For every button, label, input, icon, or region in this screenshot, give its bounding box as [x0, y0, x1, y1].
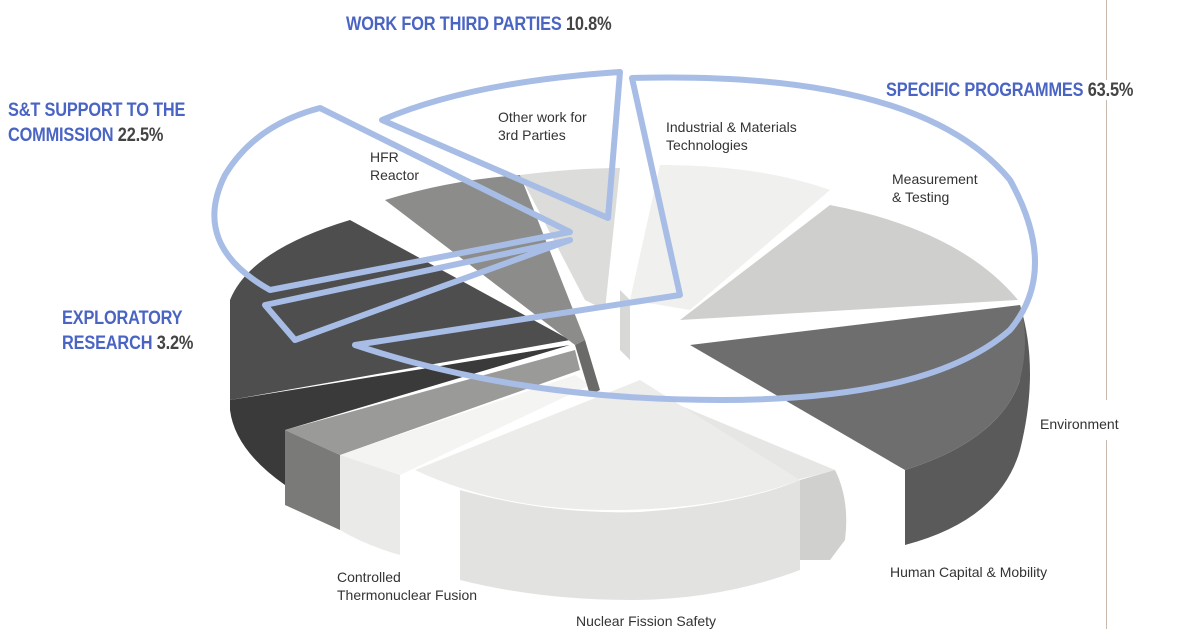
slice-exploratory-research-top [285, 350, 580, 455]
group-percent-specific-programmes: 63.5% [1087, 80, 1134, 101]
group-outlines [211, 69, 1038, 403]
slice-human-capital-side [790, 470, 847, 560]
slice-label-human-capital: Human Capital & Mobility [890, 563, 1047, 581]
slice-exploratory-research-side [285, 430, 340, 530]
slice-label-industrial-materials: Industrial & Materials Technologies [666, 118, 797, 154]
slice-label-measurement-line1: Measurement [892, 171, 978, 187]
group-label-st-support: S&T SUPPORT TO THE COMMISSION 22.5% [8, 98, 185, 148]
slice-nuclear-fission-side [460, 480, 800, 600]
slice-label-other-line1: Other work for [498, 109, 587, 125]
slice-st-support-top [230, 220, 570, 400]
group-name-exploratory-line2: RESEARCH [62, 333, 153, 354]
slice-nuclear-fission [415, 380, 800, 600]
right-rule-bottom [1106, 440, 1107, 629]
slice-label-hfr-line1: HFR [370, 149, 399, 165]
right-rule-middle [1106, 100, 1107, 400]
right-rule-top [1106, 0, 1107, 80]
slice-nuclear-fission-top [415, 380, 800, 510]
slice-measurement-testing [680, 205, 1018, 320]
group-percent-exploratory: 3.2% [156, 333, 194, 354]
group-name-st-support-line1: S&T SUPPORT TO THE [8, 100, 186, 121]
group-label-specific-programmes: SPECIFIC PROGRAMMES 63.5% [886, 78, 1133, 103]
group-name-st-support-line2: COMMISSION [8, 125, 114, 146]
slice-label-industrial-line2: Technologies [666, 137, 748, 153]
slice-label-measurement-testing: Measurement & Testing [892, 170, 978, 206]
slice-label-industrial-line1: Industrial & Materials [666, 119, 797, 135]
group-name-specific-programmes: SPECIFIC PROGRAMMES [886, 80, 1084, 101]
slice-label-other-line2: 3rd Parties [498, 127, 566, 143]
slice-label-fusion-line1: Controlled [337, 569, 401, 585]
slice-label-hfr-reactor: HFR Reactor [370, 148, 419, 184]
slice-thermonuclear-fusion-side [340, 455, 400, 555]
slice-label-nuclear-fission: Nuclear Fission Safety [576, 612, 716, 630]
group-label-exploratory-research: EXPLORATORY RESEARCH 3.2% [62, 306, 193, 356]
group-label-work-third-parties: WORK FOR THIRD PARTIES 10.8% [346, 12, 612, 37]
slice-thermonuclear-fusion-top [340, 375, 590, 475]
slice-label-human-capital-text: Human Capital & Mobility [890, 564, 1048, 580]
slice-industrial-materials [620, 165, 830, 360]
group-percent-st-support: 22.5% [117, 125, 164, 146]
slice-hfr-reactor-side [575, 340, 600, 395]
slice-st-support [230, 220, 570, 485]
slice-exploratory-research [285, 350, 580, 530]
slice-industrial-materials-side [620, 290, 630, 360]
slice-st-support-side [230, 300, 570, 485]
group-name-work-third-parties: WORK FOR THIRD PARTIES [346, 14, 562, 35]
slice-label-other-third-parties: Other work for 3rd Parties [498, 108, 587, 144]
outline-work-third-parties [379, 69, 623, 221]
group-name-exploratory-line1: EXPLORATORY [62, 308, 183, 329]
group-percent-work-third-parties: 10.8% [565, 14, 612, 35]
outline-exploratory-research [262, 237, 573, 343]
slice-label-measurement-line2: & Testing [892, 189, 950, 205]
slice-label-environment: Environment [1040, 415, 1119, 433]
slice-industrial-materials-top [630, 165, 830, 310]
slice-label-environment-text: Environment [1040, 416, 1119, 432]
slice-measurement-testing-top [680, 205, 1018, 320]
slice-environment-side [905, 305, 1030, 545]
slice-label-nuclear-fission-text: Nuclear Fission Safety [576, 613, 717, 629]
slice-label-hfr-line2: Reactor [370, 167, 420, 183]
outline-specific-programmes [352, 74, 1038, 403]
slice-label-thermonuclear-fusion: Controlled Thermonuclear Fusion [337, 568, 477, 604]
slice-label-fusion-line2: Thermonuclear Fusion [337, 587, 478, 603]
slice-thermonuclear-fusion [340, 375, 590, 555]
outline-st-support [211, 105, 573, 293]
